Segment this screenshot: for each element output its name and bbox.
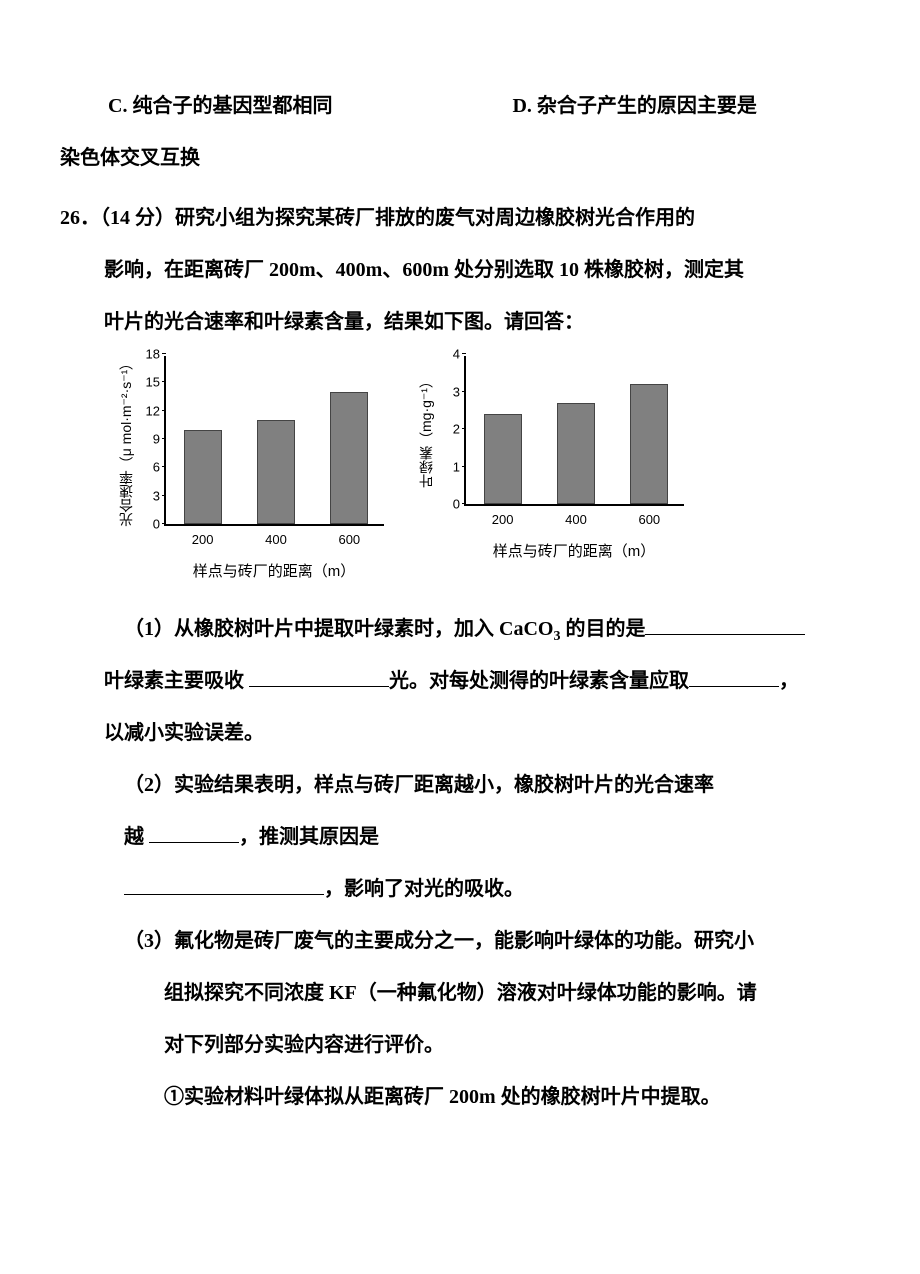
xtick-label: 600 [638,513,660,526]
ytick-label: 18 [138,348,160,361]
chart-1-wrap: 光合速率（μ mol·m⁻²·s⁻¹）0369121518200400600 样… [124,356,384,591]
q2-text-c: ，影响了对光的吸收。 [324,878,524,900]
option-d: D. 杂合子产生的原因主要是 [512,80,756,132]
q26-line1: 26．（14 分）研究小组为探究某砖厂排放的废气对周边橡胶树光合作用的 [60,192,860,244]
chart-bar [630,384,668,504]
xtick-label: 200 [192,533,214,546]
xtick-label: 200 [492,513,514,526]
q3-line1: （3）氟化物是砖厂废气的主要成分之一，能影响叶绿体的功能。研究小 [60,915,860,967]
chlorophyll-content-chart: 叶绿素（mg·g⁻¹）01234200400600 [424,356,684,506]
caco3-subscript: 3 [553,629,560,644]
blank-rate-trend[interactable] [149,821,239,843]
q26-line2: 影响，在距离砖厂 200m、400m、600m 处分别选取 10 株橡胶树，测定… [60,244,860,296]
ytick-label: 6 [138,461,160,474]
chart-bar [184,430,222,524]
photosynthesis-rate-chart: 光合速率（μ mol·m⁻²·s⁻¹）0369121518200400600 [124,356,384,526]
q26-line3: 叶片的光合速率和叶绿素含量，结果如下图。请回答： [60,296,860,348]
q2-line3: ，影响了对光的吸收。 [60,863,860,915]
ytick-label: 15 [138,376,160,389]
ytick-label: 3 [138,489,160,502]
q2-text-a: 越 [124,826,149,848]
q1-line2: 叶绿素主要吸收 光。对每处测得的叶绿素含量应取 ， [60,655,860,707]
q3-sub1: ①实验材料叶绿体拟从距离砖厂 200m 处的橡胶树叶片中提取。 [60,1071,860,1123]
chart-1-xlabel: 样点与砖厂的距离（m） [193,552,356,591]
blank-light-type[interactable] [249,665,389,687]
q1-text-b: 的目的是 [565,618,645,640]
chart-bar [484,414,522,504]
option-c: C. 纯合子的基因型都相同 [108,80,332,132]
q1-line3: 以减小实验误差。 [60,707,860,759]
q1-line1: （1）从橡胶树叶片中提取叶绿素时，加入 CaCO3 的目的是 [60,603,860,655]
chart-bar [257,420,295,524]
ytick-label: 3 [438,385,460,398]
q1-text-e: ， [779,670,799,692]
ytick-label: 12 [138,404,160,417]
q2-text-b: ，推测其原因是 [239,826,379,848]
ytick-label: 0 [438,498,460,511]
option-d-continuation: 染色体交叉互换 [60,132,860,184]
q1-text-c: 叶绿素主要吸收 [104,670,249,692]
ytick-label: 9 [138,433,160,446]
ytick-label: 2 [438,423,460,436]
chart-plot-area: 0369121518200400600 [164,356,384,526]
chart-plot-area: 01234200400600 [464,356,684,506]
chart-ylabel: 光合速率（μ mol·m⁻²·s⁻¹） [118,356,135,527]
q1-text-a: （1）从橡胶树叶片中提取叶绿素时，加入 CaCO [124,618,553,640]
q2-line1: （2）实验结果表明，样点与砖厂距离越小，橡胶树叶片的光合速率 [60,759,860,811]
chart-2-xlabel: 样点与砖厂的距离（m） [493,532,656,571]
q2-line2: 越 ，推测其原因是 [60,811,860,863]
blank-reason[interactable] [124,873,324,895]
ytick-label: 0 [138,518,160,531]
blank-caco3-purpose[interactable] [645,613,805,635]
chart-bar [557,403,595,504]
blank-average[interactable] [689,665,779,687]
ytick-label: 1 [438,460,460,473]
chart-bar [330,392,368,524]
q3-line2: 组拟探究不同浓度 KF（一种氟化物）溶液对叶绿体功能的影响。请 [60,967,860,1019]
xtick-label: 400 [565,513,587,526]
chart-2-wrap: 叶绿素（mg·g⁻¹）01234200400600 样点与砖厂的距离（m） [424,356,684,591]
q1-text-d: 光。对每处测得的叶绿素含量应取 [389,670,689,692]
charts-container: 光合速率（μ mol·m⁻²·s⁻¹）0369121518200400600 样… [124,356,860,591]
xtick-label: 600 [338,533,360,546]
q3-line3: 对下列部分实验内容进行评价。 [60,1019,860,1071]
xtick-label: 400 [265,533,287,546]
ytick-label: 4 [438,348,460,361]
chart-ylabel: 叶绿素（mg·g⁻¹） [418,374,435,488]
